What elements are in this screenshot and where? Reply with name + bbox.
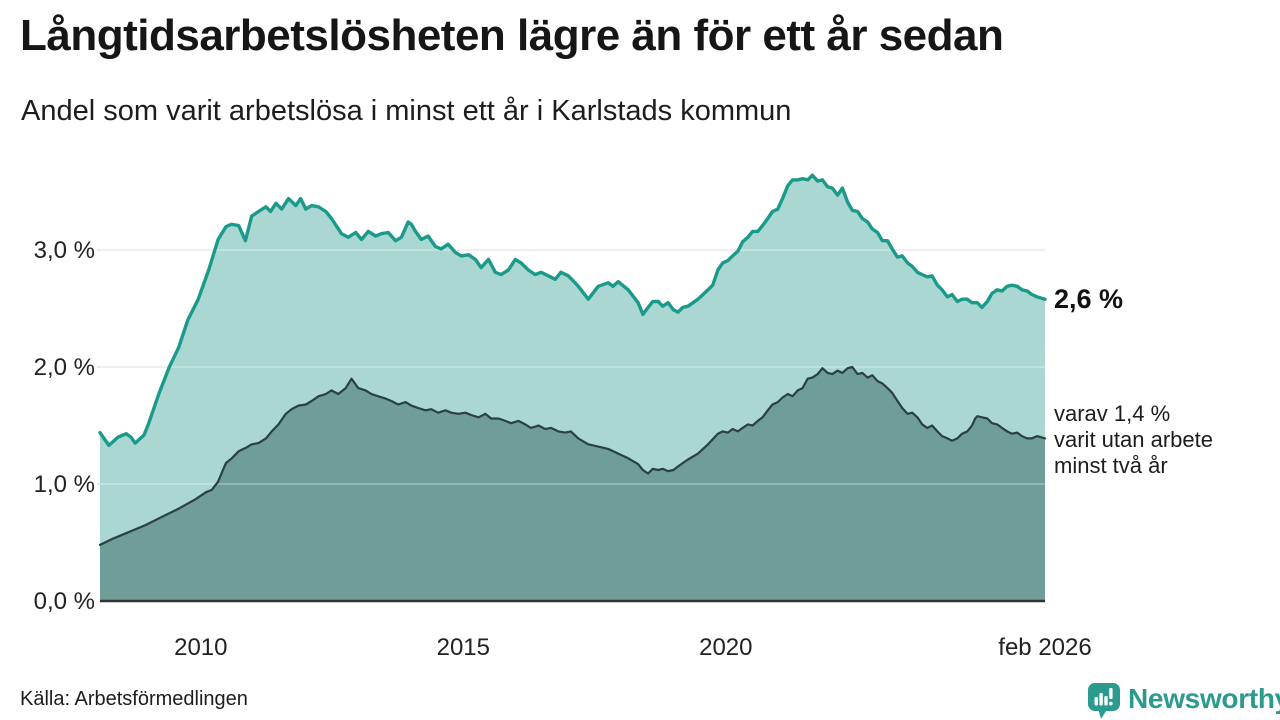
y-tick-label: 1,0 % <box>34 471 95 498</box>
newsworthy-logo-icon <box>1088 683 1120 719</box>
x-tick-label: 2010 <box>174 634 227 661</box>
source-attribution: Källa: Arbetsförmedlingen <box>20 688 248 710</box>
page-subtitle: Andel som varit arbetslösa i minst ett å… <box>21 95 792 127</box>
line-subset <box>98 365 1047 546</box>
x-tick-label: 2015 <box>437 634 490 661</box>
annotation-total-value: 2,6 % <box>1054 284 1124 314</box>
x-tick-label: feb 2026 <box>998 634 1091 661</box>
annotation-subset-value: varav 1,4 % varit utan arbete minst två … <box>1054 401 1213 478</box>
y-tick-label: 3,0 % <box>34 237 95 264</box>
x-tick-label: 2020 <box>699 634 752 661</box>
area-fill-subset <box>100 367 1045 601</box>
y-tick-label: 2,0 % <box>34 354 95 381</box>
y-tick-label: 0,0 % <box>34 588 95 615</box>
page-title: Långtidsarbetslösheten lägre än för ett … <box>20 11 1004 60</box>
line-total <box>98 173 1047 448</box>
newsworthy-wordmark: Newsworthy <box>1128 683 1280 714</box>
